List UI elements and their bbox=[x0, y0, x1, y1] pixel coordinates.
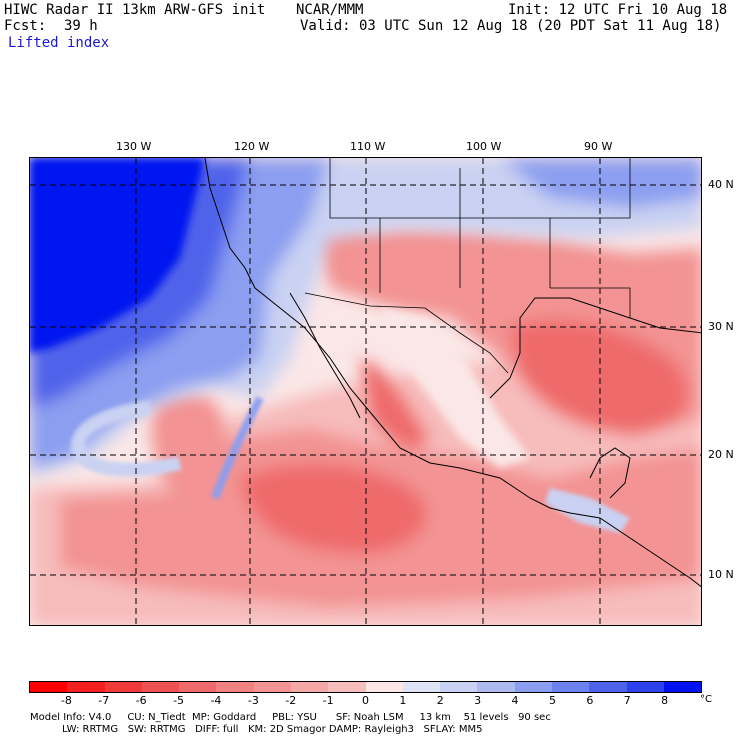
colorbar-swatch bbox=[365, 682, 403, 692]
lon-label-90w: 90 W bbox=[584, 140, 613, 153]
colorbar-tick-label: 8 bbox=[661, 694, 669, 707]
map-canvas bbox=[30, 158, 701, 625]
colorbar-tick-label: -1 bbox=[322, 694, 334, 707]
mexico-plateau bbox=[380, 308, 530, 468]
colorbar-swatch bbox=[663, 682, 702, 692]
colorbar-tick-label: -6 bbox=[135, 694, 147, 707]
colorbar-labels: -8 -7 -6 -5 -4 -3 -2 -1 0 1 2 3 4 5 6 7 8 bbox=[29, 694, 702, 708]
colorbar-swatch bbox=[104, 682, 142, 692]
colorbar-tick-label: -2 bbox=[285, 694, 297, 707]
colorbar-tick-label: 0 bbox=[362, 694, 369, 707]
deep-positive-core bbox=[30, 158, 205, 353]
colorbar-tick-label: -5 bbox=[173, 694, 185, 707]
lat-label-30n: 30 N bbox=[708, 320, 734, 333]
colorbar-swatch bbox=[253, 682, 291, 692]
colorbar-swatch bbox=[514, 682, 552, 692]
colorbar-swatch bbox=[477, 682, 515, 692]
model-info-line2: LW: RRTMG SW: RRTMG DIFF: full KM: 2D Sm… bbox=[62, 724, 483, 735]
lon-label-100w: 100 W bbox=[466, 140, 502, 153]
colorbar-swatch bbox=[179, 682, 217, 692]
colorbar-tick-label: 3 bbox=[474, 694, 482, 707]
colorbar-swatch bbox=[402, 682, 441, 692]
colorbar-swatch bbox=[216, 682, 254, 692]
lat-label-20n: 20 N bbox=[708, 448, 734, 461]
colorbar-swatch bbox=[290, 682, 329, 692]
colorbar-swatch bbox=[440, 682, 478, 692]
colorbar-swatch bbox=[589, 682, 627, 692]
forecast-hour: 39 h bbox=[64, 18, 98, 34]
coastlines bbox=[204, 158, 701, 588]
field-name: Lifted index bbox=[8, 35, 110, 51]
model-info-line1: Model Info: V4.0 CU: N_Tiedt MP: Goddard… bbox=[30, 712, 551, 723]
init-time: Init: 12 UTC Fri 10 Aug 18 bbox=[508, 2, 728, 18]
colorbar-swatch bbox=[328, 682, 366, 692]
lat-lon-grid bbox=[30, 158, 701, 625]
colorbar-swatch bbox=[626, 682, 664, 692]
lon-label-110w: 110 W bbox=[350, 140, 386, 153]
colorbar-tick-label: 1 bbox=[399, 694, 407, 707]
colorbar-tick-label: 7 bbox=[623, 694, 631, 707]
colorbar-tick-label: -3 bbox=[247, 694, 259, 707]
colorbar-swatch bbox=[551, 682, 590, 692]
source-label: NCAR/MMM bbox=[296, 2, 364, 18]
model-title: HIWC Radar II 13km ARW-GFS init bbox=[4, 2, 266, 18]
colorbar-swatch bbox=[30, 682, 68, 692]
colorbar-swatch bbox=[67, 682, 105, 692]
ocean-swirl bbox=[71, 396, 264, 500]
forecast-label: Fcst: bbox=[4, 18, 47, 34]
lon-label-130w: 130 W bbox=[116, 140, 152, 153]
colorbar-unit: °C bbox=[700, 694, 712, 705]
valid-time: Valid: 03 UTC Sun 12 Aug 18 (20 PDT Sat … bbox=[300, 18, 722, 34]
colorbar-tick-label: 2 bbox=[436, 694, 444, 707]
colorbar-tick-label: -8 bbox=[60, 694, 72, 707]
isthmus-cool-patch bbox=[545, 488, 630, 533]
colorbar-tick-label: -4 bbox=[210, 694, 222, 707]
colorbar bbox=[29, 681, 702, 693]
colorbar-tick-label: 6 bbox=[586, 694, 594, 707]
colorbar-tick-label: 4 bbox=[511, 694, 519, 707]
colorbar-swatch bbox=[141, 682, 180, 692]
colorbar-tick-label: 5 bbox=[548, 694, 556, 707]
lifted-index-map bbox=[29, 157, 702, 626]
lat-label-10n: 10 N bbox=[708, 568, 734, 581]
lat-label-40n: 40 N bbox=[708, 178, 734, 191]
colorbar-tick-label: -7 bbox=[98, 694, 110, 707]
lon-label-120w: 120 W bbox=[234, 140, 270, 153]
